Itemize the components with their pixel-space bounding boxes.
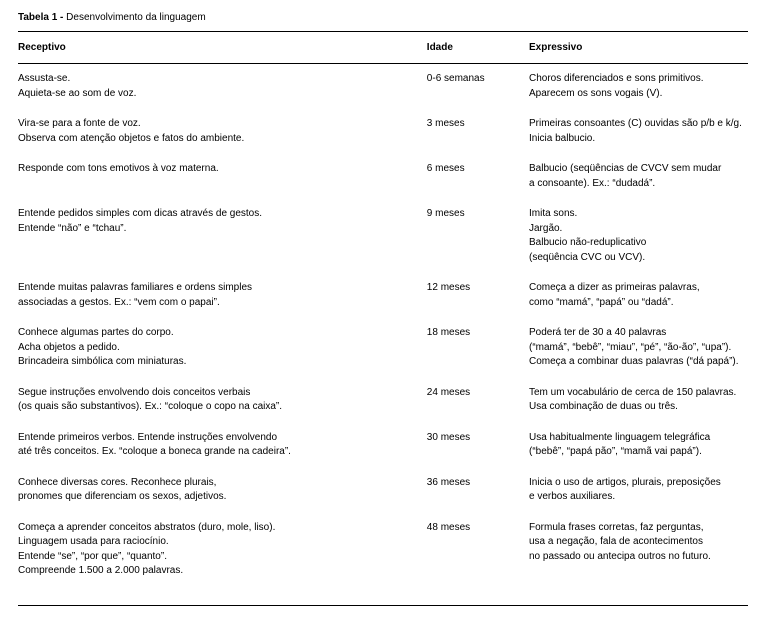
cell-idade: 24 meses xyxy=(427,378,529,423)
table-row: Responde com tons emotivos à voz materna… xyxy=(18,154,748,199)
cell-receptivo: Assusta-se. Aquieta-se ao som de voz. xyxy=(18,64,427,110)
cell-receptivo: Entende pedidos simples com dicas atravé… xyxy=(18,199,427,273)
cell-receptivo: Conhece algumas partes do corpo. Acha ob… xyxy=(18,318,427,378)
cell-idade: 0-6 semanas xyxy=(427,64,529,110)
table-header-row: Receptivo Idade Expressivo xyxy=(18,32,748,64)
cell-expressivo: Tem um vocabulário de cerca de 150 palav… xyxy=(529,378,748,423)
cell-expressivo: Inicia o uso de artigos, plurais, prepos… xyxy=(529,468,748,513)
table-row: Começa a aprender conceitos abstratos (d… xyxy=(18,513,748,587)
table-row: Conhece algumas partes do corpo. Acha ob… xyxy=(18,318,748,378)
table-body: Assusta-se. Aquieta-se ao som de voz.0-6… xyxy=(18,64,748,587)
language-development-table: Receptivo Idade Expressivo Assusta-se. A… xyxy=(18,32,748,587)
cell-expressivo: Formula frases corretas, faz perguntas, … xyxy=(529,513,748,587)
cell-expressivo: Imita sons. Jargão. Balbucio não-redupli… xyxy=(529,199,748,273)
cell-expressivo: Usa habitualmente linguagem telegráfica … xyxy=(529,423,748,468)
table-row: Vira-se para a fonte de voz. Observa com… xyxy=(18,109,748,154)
cell-idade: 3 meses xyxy=(427,109,529,154)
cell-idade: 12 meses xyxy=(427,273,529,318)
table-row: Segue instruções envolvendo dois conceit… xyxy=(18,378,748,423)
table-caption: Tabela 1 - Desenvolvimento da linguagem xyxy=(18,12,748,31)
header-receptivo: Receptivo xyxy=(18,32,427,64)
cell-receptivo: Entende primeiros verbos. Entende instru… xyxy=(18,423,427,468)
table-label-prefix: Tabela 1 - xyxy=(18,12,63,23)
table-row: Assusta-se. Aquieta-se ao som de voz.0-6… xyxy=(18,64,748,110)
cell-receptivo: Segue instruções envolvendo dois conceit… xyxy=(18,378,427,423)
cell-idade: 48 meses xyxy=(427,513,529,587)
header-idade: Idade xyxy=(427,32,529,64)
cell-expressivo: Choros diferenciados e sons primitivos. … xyxy=(529,64,748,110)
cell-expressivo: Poderá ter de 30 a 40 palavras (“mamá”, … xyxy=(529,318,748,378)
cell-receptivo: Conhece diversas cores. Reconhece plurai… xyxy=(18,468,427,513)
cell-idade: 6 meses xyxy=(427,154,529,199)
cell-expressivo: Primeiras consoantes (C) ouvidas são p/b… xyxy=(529,109,748,154)
cell-idade: 30 meses xyxy=(427,423,529,468)
table-title-text: Desenvolvimento da linguagem xyxy=(63,12,205,23)
cell-idade: 18 meses xyxy=(427,318,529,378)
table-row: Conhece diversas cores. Reconhece plurai… xyxy=(18,468,748,513)
cell-receptivo: Começa a aprender conceitos abstratos (d… xyxy=(18,513,427,587)
cell-receptivo: Responde com tons emotivos à voz materna… xyxy=(18,154,427,199)
table-row: Entende primeiros verbos. Entende instru… xyxy=(18,423,748,468)
cell-receptivo: Vira-se para a fonte de voz. Observa com… xyxy=(18,109,427,154)
cell-expressivo: Começa a dizer as primeiras palavras, co… xyxy=(529,273,748,318)
cell-receptivo: Entende muitas palavras familiares e ord… xyxy=(18,273,427,318)
cell-expressivo: Balbucio (seqüências de CVCV sem mudar a… xyxy=(529,154,748,199)
cell-idade: 9 meses xyxy=(427,199,529,273)
cell-idade: 36 meses xyxy=(427,468,529,513)
header-expressivo: Expressivo xyxy=(529,32,748,64)
table-row: Entende muitas palavras familiares e ord… xyxy=(18,273,748,318)
bottom-rule xyxy=(18,605,748,606)
table-row: Entende pedidos simples com dicas atravé… xyxy=(18,199,748,273)
